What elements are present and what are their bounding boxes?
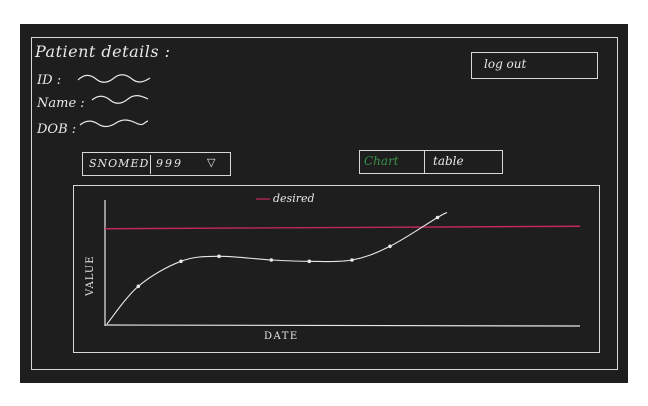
y-axis-label: VALUE — [85, 255, 96, 297]
data-point-5 — [307, 259, 312, 264]
data-point-6 — [350, 258, 354, 262]
patient-dob-label: DOB : — [37, 122, 77, 137]
code-value: 999 — [156, 157, 183, 170]
patient-name-value — [91, 95, 149, 104]
data-point-2 — [179, 259, 183, 264]
desired-target-line — [104, 225, 581, 230]
view-toggle: Chart table — [359, 150, 503, 174]
patient-id-value — [77, 74, 151, 83]
data-point-1 — [136, 284, 141, 289]
x-axis — [104, 324, 581, 327]
chart-panel: desired VALUE DATE — [73, 185, 600, 353]
screen-frame — [31, 37, 618, 370]
logout-button[interactable]: log out — [471, 52, 598, 79]
data-point-3 — [217, 254, 221, 259]
data-point-8 — [435, 215, 440, 220]
code-system-label: SNOMED — [89, 157, 150, 170]
data-point-4 — [269, 258, 274, 262]
select-divider — [150, 155, 151, 174]
line-chart: desired VALUE DATE — [85, 192, 581, 342]
code-system-select[interactable]: SNOMED 999 ▽ — [82, 152, 231, 176]
legend-desired-label: desired — [273, 192, 315, 205]
dropdown-arrow-icon[interactable]: ▽ — [207, 156, 216, 169]
patient-details-heading: Patient details : — [35, 42, 171, 61]
series-points — [136, 215, 440, 289]
tab-table[interactable]: table — [433, 154, 464, 168]
app-canvas: Patient details : ID : Name : DOB : log … — [20, 24, 628, 383]
data-point-7 — [388, 244, 392, 249]
patient-id-label: ID : — [37, 73, 62, 88]
tab-chart[interactable]: Chart — [360, 151, 425, 173]
x-axis-label: DATE — [264, 331, 299, 342]
patient-dob-value — [79, 119, 149, 128]
series-line — [106, 212, 448, 325]
patient-name-label: Name : — [37, 96, 85, 111]
